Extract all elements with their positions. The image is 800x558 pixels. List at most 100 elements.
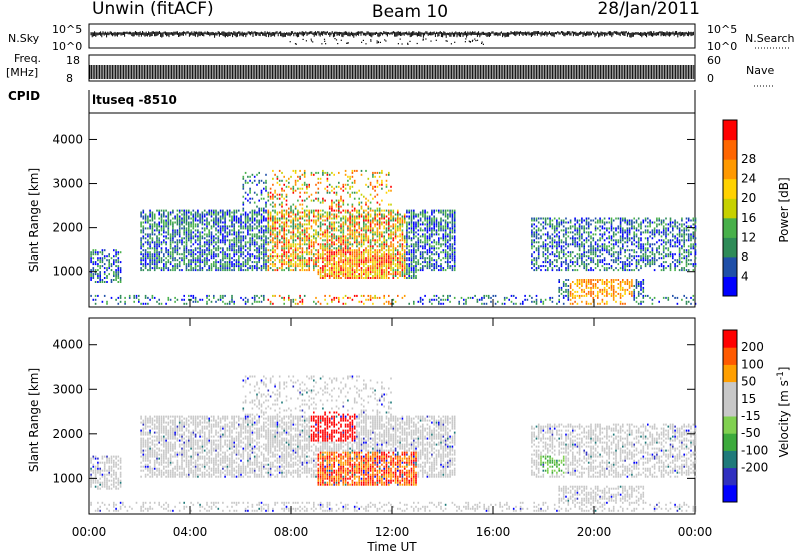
echo-cell (279, 229, 281, 231)
echo-cell (415, 261, 417, 263)
echo-cell (618, 241, 620, 243)
echo-cell (186, 239, 188, 241)
echo-cell (445, 239, 447, 241)
echo-cell (383, 263, 385, 265)
echo-cell (245, 255, 247, 257)
echo-cell (286, 237, 288, 239)
echo-cell (615, 295, 617, 297)
echo-cell (611, 255, 613, 257)
echo-cell (188, 265, 190, 267)
echo-cell (199, 237, 201, 239)
echo-cell (424, 212, 426, 214)
echo-cell (288, 261, 290, 263)
echo-cell (545, 223, 547, 225)
echo-cell (531, 239, 533, 241)
echo-cell (183, 303, 185, 305)
echo-cell (306, 198, 308, 200)
echo-cell (418, 269, 420, 271)
echo-cell (356, 216, 358, 218)
echo-cell (202, 251, 204, 253)
echo-cell (249, 249, 251, 251)
echo-cell (227, 265, 229, 267)
echo-cell (297, 265, 299, 267)
echo-cell (172, 253, 174, 255)
echo-cell (213, 237, 215, 239)
echo-cell (613, 253, 615, 255)
echo-cell (579, 249, 581, 251)
echo-cell (252, 239, 254, 241)
echo-cell (465, 303, 467, 305)
echo-cell (177, 233, 179, 235)
echo-cell (154, 241, 156, 243)
echo-cell (581, 257, 583, 259)
echo-cell (604, 218, 606, 220)
echo-cell (349, 253, 351, 255)
echo-cell (381, 249, 383, 251)
echo-cell (440, 263, 442, 265)
echo-cell (347, 218, 349, 220)
echo-cell (218, 247, 220, 249)
echo-cell (599, 269, 601, 271)
echo-cell (383, 222, 385, 224)
echo-cell (118, 261, 120, 263)
echo-cell (156, 261, 158, 263)
echo-cell (577, 241, 579, 243)
echo-cell (558, 255, 560, 257)
echo-cell (411, 231, 413, 233)
echo-cell (443, 267, 445, 269)
echo-cell (361, 261, 363, 263)
echo-cell (399, 255, 401, 257)
echo-cell (199, 218, 201, 220)
echo-cell (354, 263, 356, 265)
echo-cell (279, 212, 281, 214)
echo-cell (361, 255, 363, 257)
echo-cell (552, 263, 554, 265)
echo-cell (586, 218, 588, 220)
echo-cell (213, 218, 215, 220)
echo-cell (522, 303, 524, 305)
echo-cell (243, 178, 245, 180)
echo-cell (565, 263, 567, 265)
echo-cell (593, 237, 595, 239)
echo-cell (377, 216, 379, 218)
echo-cell (140, 222, 142, 224)
echo-cell (293, 257, 295, 259)
echo-cell (111, 281, 113, 283)
echo-cell (445, 231, 447, 233)
echo-cell (277, 231, 279, 233)
echo-cell (222, 225, 224, 227)
echo-cell (263, 188, 265, 190)
echo-cell (556, 303, 558, 305)
echo-cell (406, 263, 408, 265)
echo-cell (577, 261, 579, 263)
echo-cell (393, 277, 395, 279)
echo-cell (608, 251, 610, 253)
echo-cell (327, 263, 329, 265)
echo-cell (177, 259, 179, 261)
echo-cell (397, 277, 399, 279)
echo-cell (206, 263, 208, 265)
echo-cell (611, 223, 613, 225)
echo-cell (613, 269, 615, 271)
nsky-dot (380, 42, 381, 43)
echo-cell (163, 222, 165, 224)
echo-cell (581, 245, 583, 247)
echo-cell (363, 220, 365, 222)
echo-cell (556, 251, 558, 253)
echo-cell (324, 245, 326, 247)
echo-cell (108, 253, 110, 255)
echo-cell (358, 216, 360, 218)
echo-cell (388, 212, 390, 214)
echo-cell (256, 255, 258, 257)
echo-cell (320, 218, 322, 220)
echo-cell (172, 223, 174, 225)
echo-cell (247, 229, 249, 231)
echo-cell (604, 249, 606, 251)
nsky-dot (296, 44, 297, 45)
echo-cell (174, 251, 176, 253)
echo-cell (474, 295, 476, 297)
echo-cell (229, 301, 231, 303)
echo-cell (383, 237, 385, 239)
echo-cell (327, 225, 329, 227)
echo-cell (186, 233, 188, 235)
